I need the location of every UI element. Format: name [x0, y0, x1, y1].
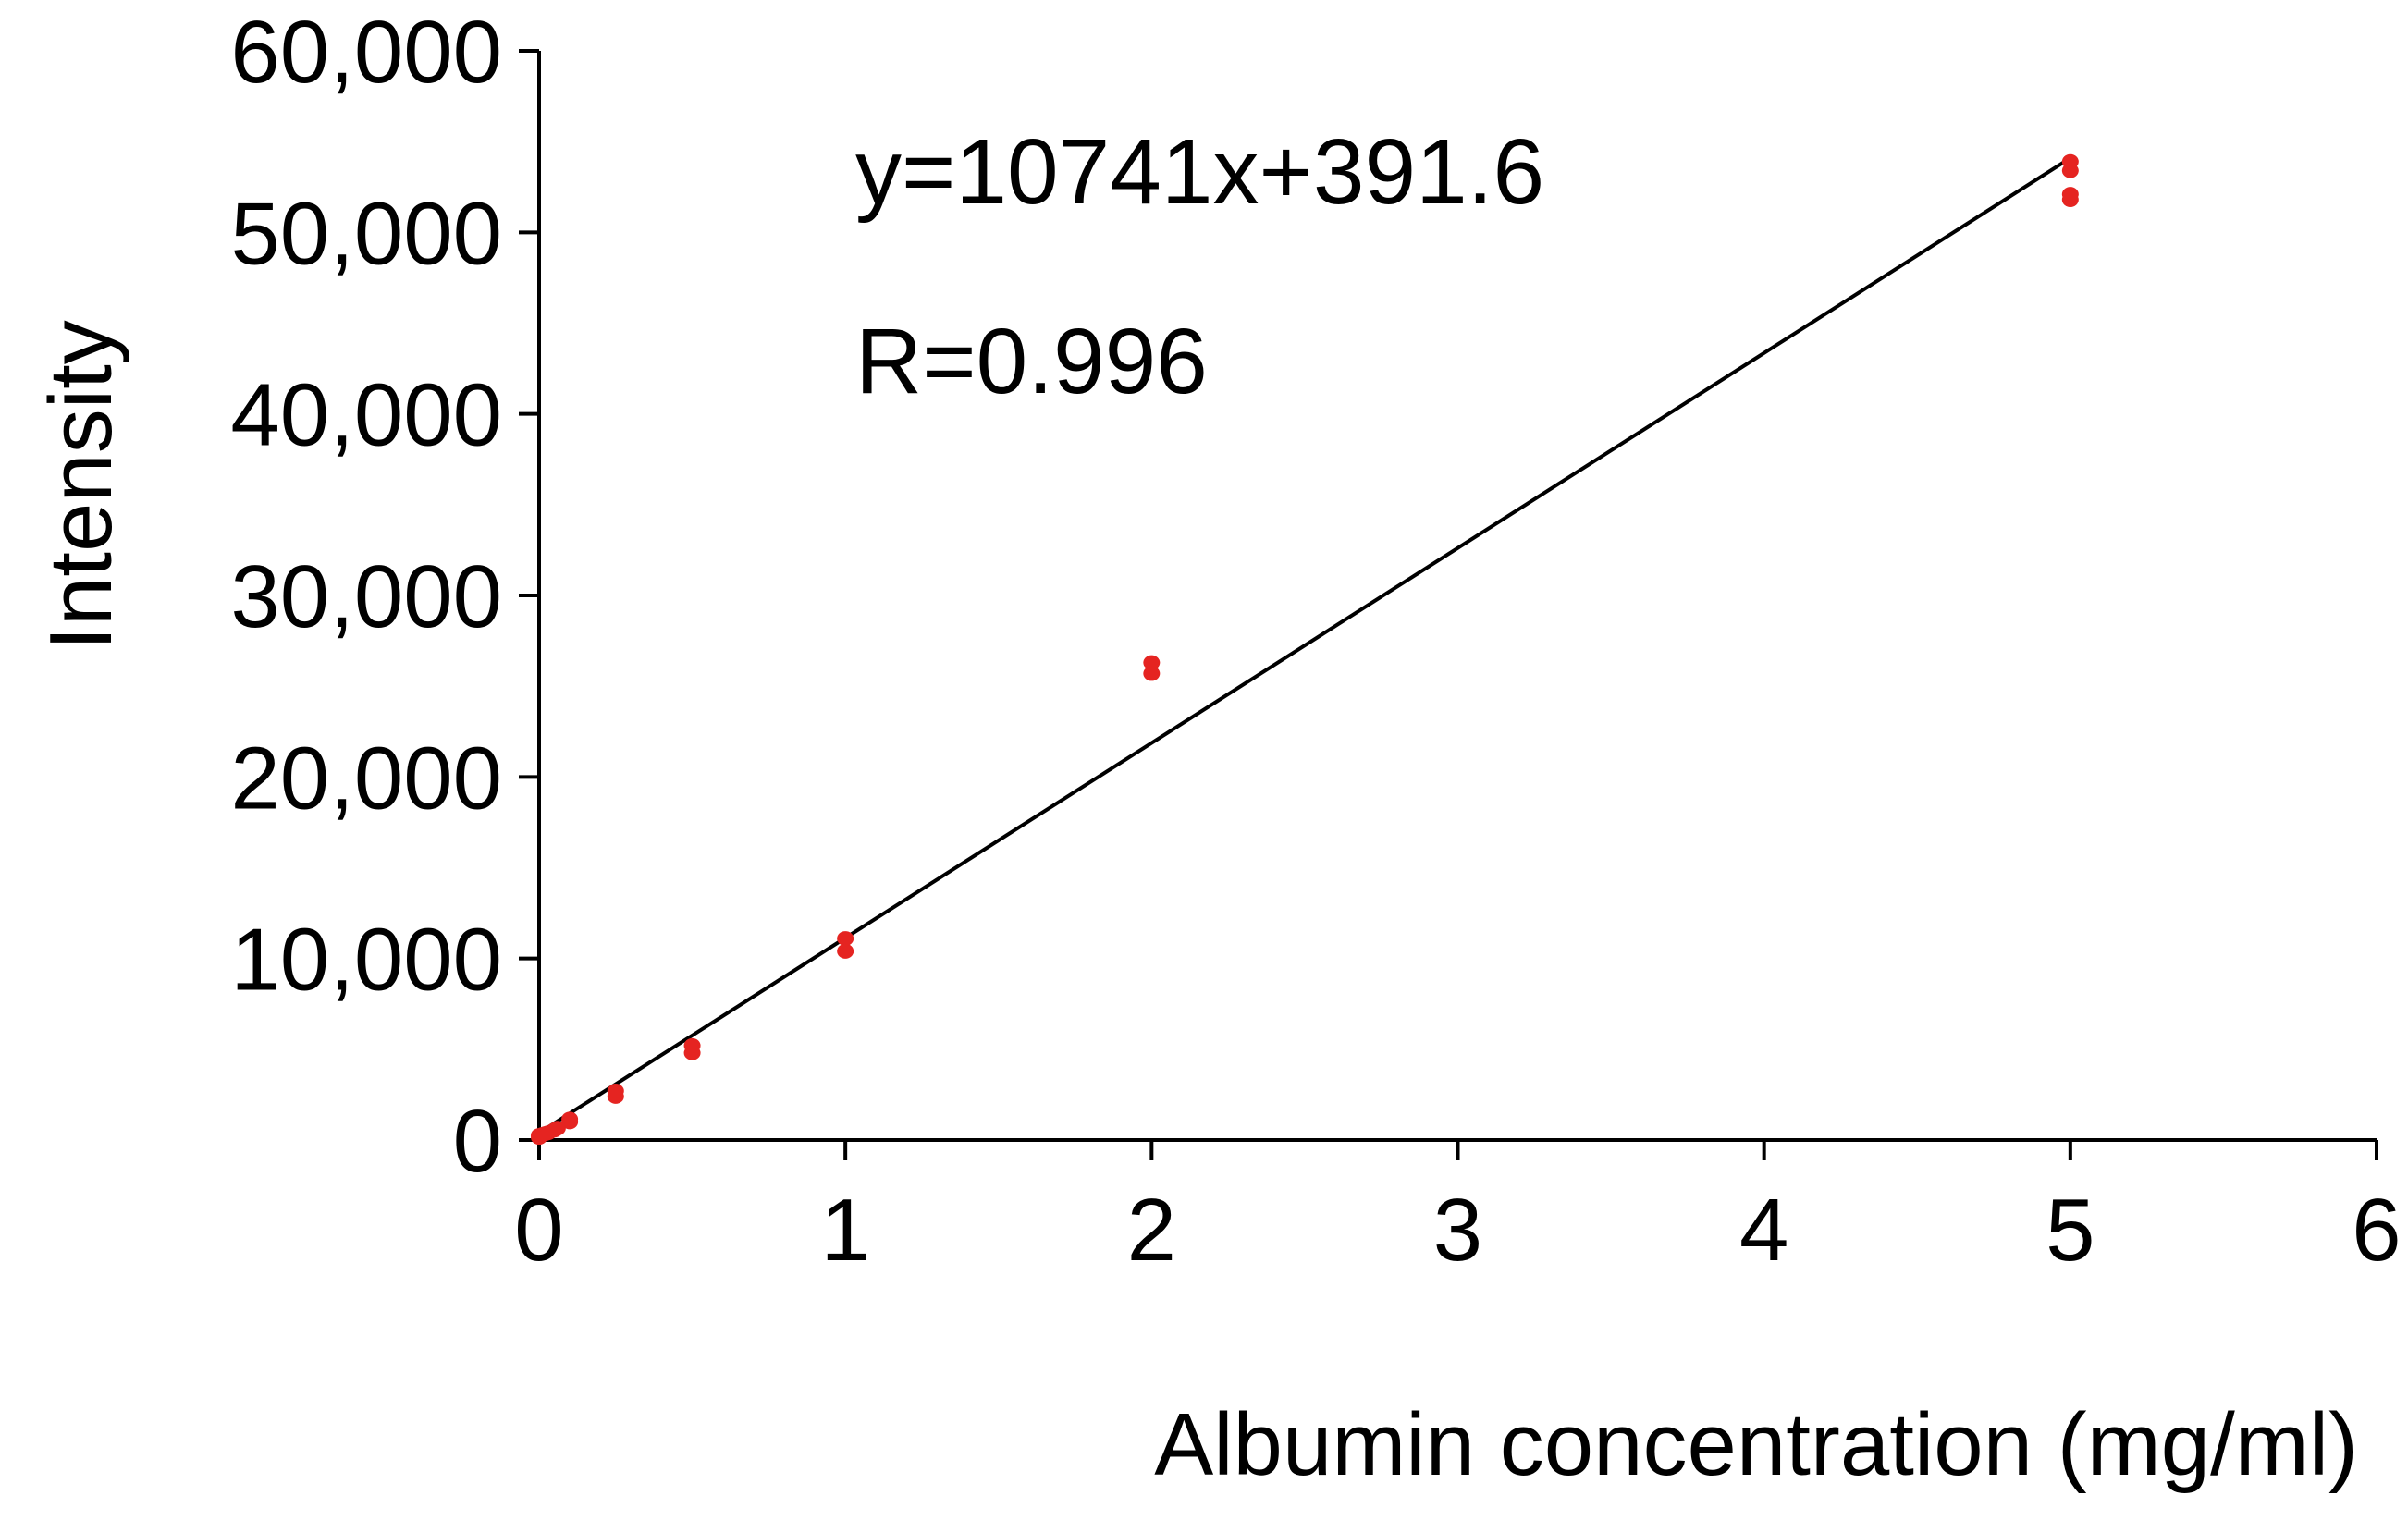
x-tick-label: 4: [1739, 1181, 1788, 1280]
fit-line-group: [537, 156, 2071, 1134]
x-tick-label: 1: [820, 1181, 869, 1280]
x-tick-label: 6: [2352, 1181, 2401, 1280]
x-tick-label: 3: [1433, 1181, 1482, 1280]
x-axis-title: Albumin concentration (mg/ml): [1154, 1395, 2358, 1494]
x-tick-label: 5: [2046, 1181, 2095, 1280]
data-point: [683, 1037, 701, 1053]
x-ticks: 0 1 2 3 4 5 6: [514, 1140, 2402, 1280]
data-point: [2061, 187, 2079, 202]
y-tick-label: 0: [453, 1092, 502, 1191]
x-tick-label: 2: [1127, 1181, 1176, 1280]
data-point: [548, 1121, 566, 1136]
y-tick-label: 10,000: [230, 911, 502, 1010]
data-point: [561, 1111, 579, 1127]
data-points: [531, 153, 2079, 1146]
y-ticks: 0 10,000 20,000 30,000 40,000 50,000 60,000: [230, 3, 539, 1191]
y-tick-label: 50,000: [230, 184, 502, 283]
y-tick-label: 30,000: [230, 547, 502, 646]
y-tick-label: 20,000: [230, 729, 502, 827]
data-point: [837, 931, 854, 947]
regression-line: [537, 156, 2071, 1134]
data-point: [837, 943, 854, 959]
x-tick-label: 0: [514, 1181, 563, 1280]
fit-equation-annotation: y=10741x+391.6: [855, 120, 1544, 224]
data-point: [607, 1083, 624, 1098]
y-axis-title: Intensity: [31, 320, 130, 651]
y-tick-label: 40,000: [230, 366, 502, 465]
data-point: [1143, 655, 1161, 670]
correlation-annotation: R=0.996: [855, 310, 1208, 413]
data-point: [1143, 666, 1161, 681]
y-tick-label: 60,000: [230, 3, 502, 102]
data-point: [2061, 153, 2079, 169]
